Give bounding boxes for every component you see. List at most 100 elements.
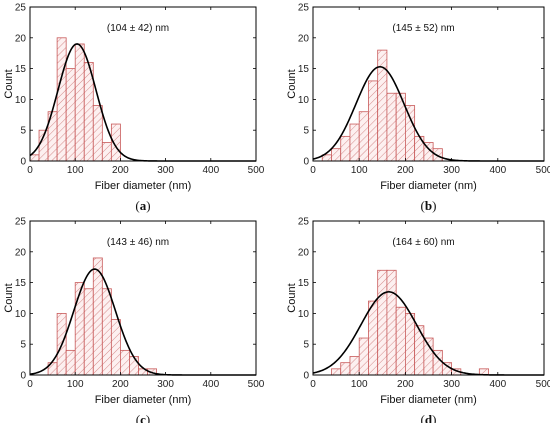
mean-sd-annotation: (104 ± 42) nm [107,23,169,34]
x-tick-label: 400 [489,379,506,390]
y-tick-label: 20 [298,33,310,44]
histogram-bar [101,288,112,376]
panel-label: (b) [421,198,437,213]
x-tick-label: 100 [351,165,368,176]
x-axis-title: Fiber diameter (nm) [380,394,477,406]
histogram-panel-b: 0 100 200 300 400 500 0 5 10 15 20 25 Fiber diameter… [286,3,550,214]
panel-label-letter: a [140,198,147,213]
histogram-bar [340,135,351,162]
histogram-bar [92,257,103,376]
histogram-bar [368,80,379,162]
x-tick-label: 300 [157,165,174,176]
y-axis-title: Count [3,283,15,312]
y-tick-label: 15 [298,278,310,289]
histogram-bar [56,37,67,162]
y-tick-label: 15 [15,278,27,289]
y-tick-label: 25 [15,3,27,14]
panel-label-open: ( [136,412,140,423]
y-tick-label: 0 [20,371,26,382]
x-tick-label: 0 [27,379,33,390]
plot-frame [312,220,545,376]
panel-label-letter: b [425,198,432,213]
x-tick-label: 300 [443,379,460,390]
y-axis-title: Count [3,69,15,98]
y-tick-label: 5 [20,126,26,137]
histogram-bar [349,356,360,376]
y-tick-label: 0 [20,157,26,168]
panel-label-open: ( [135,198,139,213]
histogram-bar [377,269,388,376]
panel-label: (a) [135,198,150,213]
y-tick-label: 5 [20,340,26,351]
panel-label: (d) [421,412,437,423]
histogram-bar [432,148,443,162]
panel-label-close: ) [146,412,150,423]
x-tick-label: 0 [27,165,33,176]
x-tick-label: 0 [310,379,316,390]
histogram-bar [65,349,76,376]
y-tick-label: 20 [15,33,27,44]
y-tick-label: 15 [298,64,310,75]
x-tick-label: 500 [536,165,550,176]
y-tick-label: 20 [15,247,27,258]
plot-frame [312,6,545,162]
panel-label-close: ) [432,198,436,213]
histogram-bar [74,282,85,376]
histogram-bar [129,356,139,376]
y-tick-label: 25 [298,3,310,14]
plot-frame [29,220,257,376]
y-tick-label: 10 [298,309,310,320]
y-tick-label: 10 [15,309,27,320]
x-tick-label: 100 [351,379,368,390]
histogram-bar [386,92,397,162]
mean-sd-annotation: (164 ± 60) nm [392,237,454,248]
histogram-bar [386,269,397,376]
histogram-bar [331,368,342,376]
panel-label: (c) [136,412,150,423]
y-tick-label: 5 [303,340,309,351]
histogram-bar [358,111,369,162]
x-tick-label: 100 [67,379,84,390]
x-axis-title: Fiber diameter (nm) [95,180,192,192]
mean-sd-annotation: (145 ± 52) nm [392,23,454,34]
x-tick-label: 400 [202,379,219,390]
x-tick-label: 400 [202,165,219,176]
x-tick-label: 300 [157,379,174,390]
histogram-bar [74,43,85,162]
histogram-bar [92,105,103,162]
x-axis-title: Fiber diameter (nm) [380,180,477,192]
y-axis-title: Count [286,69,298,98]
histogram-bar [110,319,121,376]
x-tick-label: 500 [248,379,265,390]
x-tick-label: 100 [67,165,84,176]
x-tick-label: 200 [112,165,129,176]
panel-label-open: ( [421,198,425,213]
histogram-bar [441,362,452,376]
x-tick-label: 200 [112,379,129,390]
histogram-bar [368,300,379,376]
histogram-bar [414,325,425,376]
panel-label-letter: c [140,412,146,423]
histogram-bar [349,123,360,162]
histogram-bar [83,288,94,376]
x-axis-title: Fiber diameter (nm) [95,394,192,406]
y-tick-label: 25 [15,217,27,228]
y-tick-label: 0 [303,371,309,382]
histogram-bar [331,148,342,162]
histogram-panel-c: 0 100 200 300 400 500 0 5 10 15 20 25 Fiber diameter… [3,217,265,423]
y-tick-label: 20 [298,247,310,258]
y-tick-label: 25 [298,217,310,228]
panel-label-close: ) [146,198,150,213]
plot-frame [29,6,257,162]
x-tick-label: 200 [397,379,414,390]
x-tick-label: 200 [397,165,414,176]
histogram-bar [404,105,416,162]
histogram-bar [340,362,351,376]
mean-sd-annotation: (143 ± 46) nm [107,237,169,248]
x-tick-label: 500 [536,379,550,390]
x-tick-label: 400 [489,165,506,176]
y-tick-label: 15 [15,64,27,75]
histogram-bar [358,337,369,376]
histogram-bar [120,349,130,376]
